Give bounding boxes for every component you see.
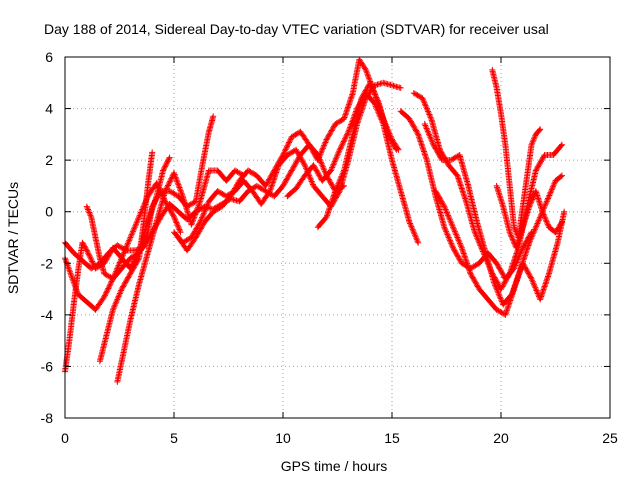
y-tick-label: -8 <box>41 410 54 426</box>
y-tick-label: 4 <box>45 101 53 117</box>
satellite-track-14-markers <box>432 188 568 318</box>
y-tick-label: -4 <box>41 307 54 323</box>
y-tick-label: -6 <box>41 358 54 374</box>
chart-title: Day 188 of 2014, Sidereal Day-to-day VTE… <box>44 21 549 37</box>
satellite-track-15 <box>489 66 544 241</box>
satellite-track-16 <box>493 182 565 251</box>
satellite-track-11 <box>397 108 535 282</box>
y-tick-label: 2 <box>45 152 53 168</box>
satellite-track-10 <box>314 79 400 231</box>
satellite-track-6-markers <box>83 113 217 282</box>
x-tick-label: 5 <box>170 430 178 446</box>
satellite-track-15-markers <box>489 66 544 241</box>
y-tick-label: -2 <box>41 255 54 271</box>
x-axis-label: GPS time / hours <box>281 458 388 474</box>
satellite-track-2 <box>62 154 173 375</box>
satellite-track-10-markers <box>314 79 400 231</box>
x-tick-label: 10 <box>275 430 291 446</box>
axis-ticks: 0 5 10 15 20 25 -8 -6 -4 -2 0 2 4 6 <box>41 49 618 446</box>
y-tick-label: 6 <box>45 49 53 65</box>
satellite-track-11-markers <box>397 108 535 282</box>
satellite-track-6 <box>83 113 217 282</box>
satellite-track-16-markers <box>493 182 565 251</box>
y-tick-label: 0 <box>45 204 53 220</box>
x-tick-label: 25 <box>602 430 618 446</box>
data-series <box>62 56 568 385</box>
x-tick-label: 0 <box>61 430 69 446</box>
satellite-track-14 <box>432 188 568 318</box>
satellite-track-2-markers <box>62 154 173 375</box>
x-tick-label: 20 <box>493 430 509 446</box>
y-axis-label: SDTVAR / TECUs <box>5 182 21 294</box>
plot-frame <box>64 56 611 419</box>
x-tick-label: 15 <box>384 430 400 446</box>
